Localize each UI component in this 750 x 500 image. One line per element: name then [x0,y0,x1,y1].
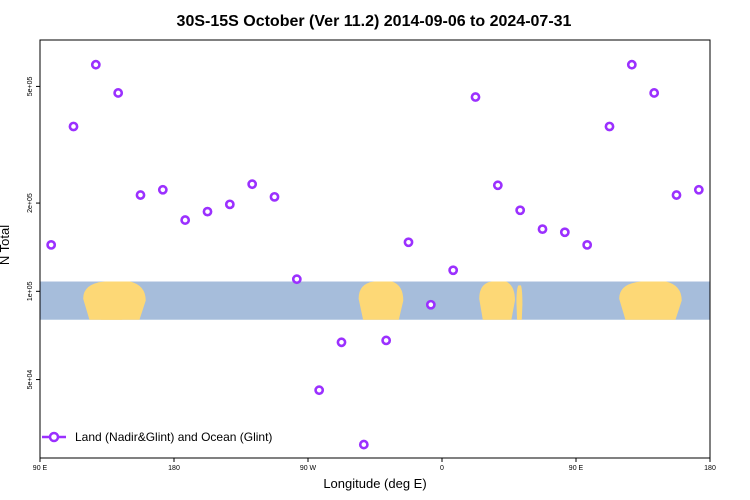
data-point [492,180,503,191]
data-point [291,274,302,285]
data-point [68,121,79,132]
australia-repeat-land [619,281,682,320]
data-point [693,184,704,195]
data-point [336,337,347,348]
world-map-band [40,281,710,320]
data-point [90,59,101,70]
data-point [135,190,146,200]
data-point [157,184,168,195]
data-point [381,335,392,346]
x-tick-label: 90 E [33,465,48,472]
x-tick-label: 90 E [569,465,584,472]
chart-title: 30S-15S October (Ver 11.2) 2014-09-06 to… [177,13,572,30]
legend-label: Land (Nadir&Glint) and Ocean (Glint) [75,430,272,444]
x-tick-label: 180 [168,465,180,472]
x-tick-label: 0 [440,465,444,472]
madagascar-land [516,285,523,320]
africa-land [479,281,515,320]
data-point [470,92,481,102]
data-point [448,265,459,276]
data-point [582,239,593,250]
data-point [358,439,369,450]
data-point [626,59,637,70]
x-axis-label: Longitude (deg E) [323,476,426,491]
data-point [671,190,682,200]
y-tick-label: 5e+05 [27,76,34,96]
data-point [403,237,414,248]
data-point [537,224,548,235]
data-points [46,59,704,450]
data-point [180,215,191,225]
data-point [202,206,213,217]
data-point [269,191,280,202]
plot-frame [39,39,711,459]
data-point [247,179,258,190]
x-tick-label: 180 [704,465,716,472]
data-point [604,121,615,132]
data-point [515,205,526,216]
y-axis-label: N Total [0,225,12,265]
data-point [224,199,235,210]
data-point [649,88,660,98]
data-point [559,227,570,238]
y-axis: 5e+04 1e+05 2e+05 5e+05 [27,76,40,389]
y-tick-label: 5e+04 [27,370,34,390]
data-point [46,239,57,250]
y-tick-label: 1e+05 [27,281,34,301]
x-axis: 90 E 180 90 W 0 90 E 180 [33,458,716,472]
legend-marker [48,431,60,443]
y-tick-label: 2e+05 [27,193,34,213]
data-point [113,88,124,98]
south-america-land [358,281,404,320]
x-tick-label: 90 W [300,465,317,472]
data-point [425,299,436,310]
legend: Land (Nadir&Glint) and Ocean (Glint) [42,430,272,444]
data-point [314,385,325,396]
australia-east-land [98,281,125,320]
